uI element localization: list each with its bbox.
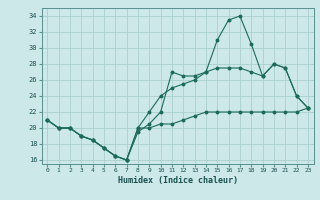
X-axis label: Humidex (Indice chaleur): Humidex (Indice chaleur) bbox=[118, 176, 237, 185]
